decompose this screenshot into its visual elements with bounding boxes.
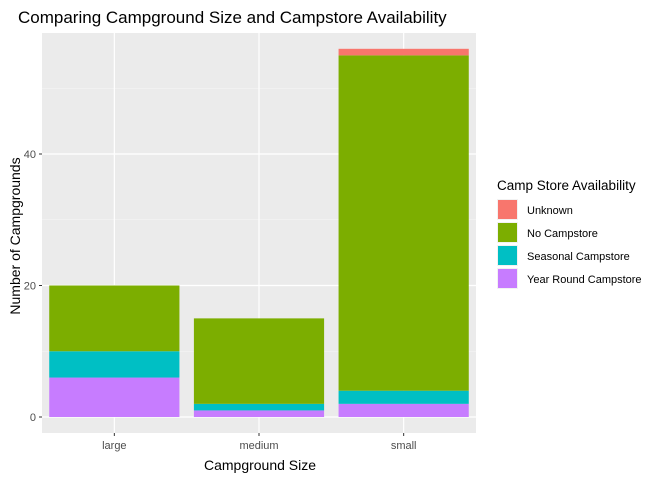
legend-swatch (498, 200, 517, 219)
x-tick-label: small (391, 440, 417, 452)
legend-label: Year Round Campstore (527, 274, 642, 286)
bar-large-year-round-campstore (49, 377, 180, 417)
bar-small-no-campstore (338, 55, 469, 391)
x-axis-ticks: large medium small (102, 433, 417, 452)
bar-medium-year-round-campstore (193, 410, 325, 417)
bar-large-seasonal-campstore (49, 351, 180, 378)
bar-small-seasonal-campstore (338, 390, 469, 404)
legend-swatch (498, 223, 517, 242)
x-tick-label: large (102, 440, 126, 452)
y-tick-label: 20 (24, 281, 36, 293)
y-tick-label: 40 (24, 149, 36, 161)
bar-small-year-round-campstore (338, 403, 469, 417)
y-axis-ticks: 0 20 40 (24, 149, 42, 424)
legend-label: Seasonal Campstore (527, 251, 630, 263)
y-tick-label: 0 (30, 412, 36, 424)
x-axis-title: Campground Size (204, 457, 316, 473)
legend-title: Camp Store Availability (497, 178, 636, 193)
legend: Camp Store Availability Unknown No Campst… (497, 178, 642, 289)
legend-swatch (498, 246, 517, 265)
bar-medium-no-campstore (193, 318, 325, 404)
legend-swatch (498, 269, 517, 288)
y-axis-title: Number of Campgrounds (7, 157, 23, 314)
legend-label: No Campstore (527, 228, 598, 240)
legend-label: Unknown (527, 205, 573, 217)
x-tick-label: medium (239, 440, 278, 452)
bar-small-unknown (338, 48, 469, 56)
bars (49, 48, 469, 417)
legend-items: Unknown No Campstore Seasonal Campstore Yea… (497, 199, 642, 289)
bar-large-no-campstore (49, 285, 180, 352)
chart-title: Comparing Campground Size and Campstore … (18, 8, 447, 27)
bar-medium-seasonal-campstore (193, 403, 325, 411)
